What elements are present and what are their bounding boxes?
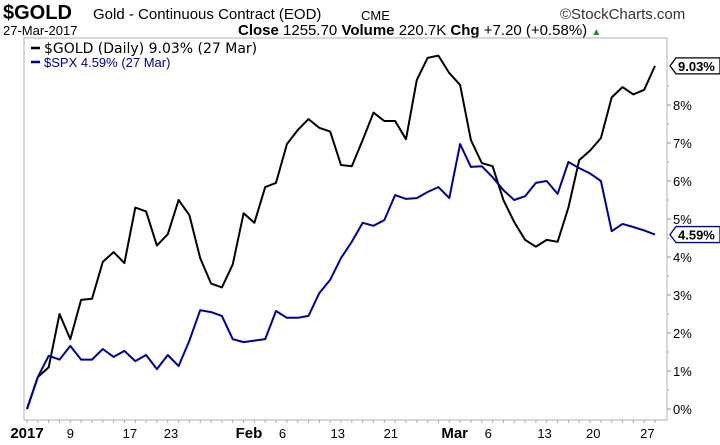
x-tick-label: 23 [164,426,178,441]
close-label: Close [238,22,279,39]
chg-value: +7.20 (+0.58%) [483,22,588,39]
x-tick-label: 6 [279,426,286,441]
y-tick-label: 5% [673,212,692,227]
x-tick-label: 17 [123,426,137,441]
x-tick-label: 20 [586,426,600,441]
y-tick-label: 0% [673,402,692,417]
end-value-box [669,225,720,244]
close-value: 1255.70 [283,22,338,39]
end-value-label: 9.03% [678,59,715,74]
y-tick-label: 6% [673,174,692,189]
y-tick-label: 1% [673,364,692,379]
plot-area [23,37,668,421]
y-tick-label: 4% [673,250,692,265]
x-tick-label: 6 [485,426,492,441]
x-tick-label: 13 [331,426,345,441]
end-value-label: 4.59% [678,228,715,243]
up-arrow-icon: ▲ [591,27,602,38]
end-value-box [669,57,720,75]
x-tick-label: 13 [537,426,551,441]
volume-label: Volume [341,22,395,39]
exchange: CME [361,8,390,23]
x-tick-label: 2017 [10,425,43,442]
symbol: $GOLD [3,2,72,24]
instrument-name: Gold - Continuous Contract (EOD) [93,6,322,23]
copyright: ©StockCharts.com [560,6,686,23]
chg-label: Chg [450,22,480,39]
x-tick-label: 21 [384,426,398,441]
x-tick-label: 9 [67,426,74,441]
date: 27-Mar-2017 [3,23,78,38]
y-tick-label: 7% [673,136,692,151]
y-tick-label: 8% [673,98,692,113]
legend-entry: $GOLD (Daily) 9.03% (27 Mar) [44,41,257,57]
legend-entry: $SPX 4.59% (27 Mar) [44,55,170,70]
x-tick-label: Mar [441,425,468,442]
y-tick-label: 2% [673,326,692,341]
series-line-gold [26,54,656,410]
volume-value: 220.7K [398,22,447,39]
y-tick-label: 3% [673,288,692,303]
series-line-spx [26,143,656,410]
quote-line: Close 1255.70 Volume 220.7K Chg +7.20 (+… [238,22,601,39]
x-tick-label: 27 [640,426,654,441]
x-tick-label: Feb [236,425,263,442]
